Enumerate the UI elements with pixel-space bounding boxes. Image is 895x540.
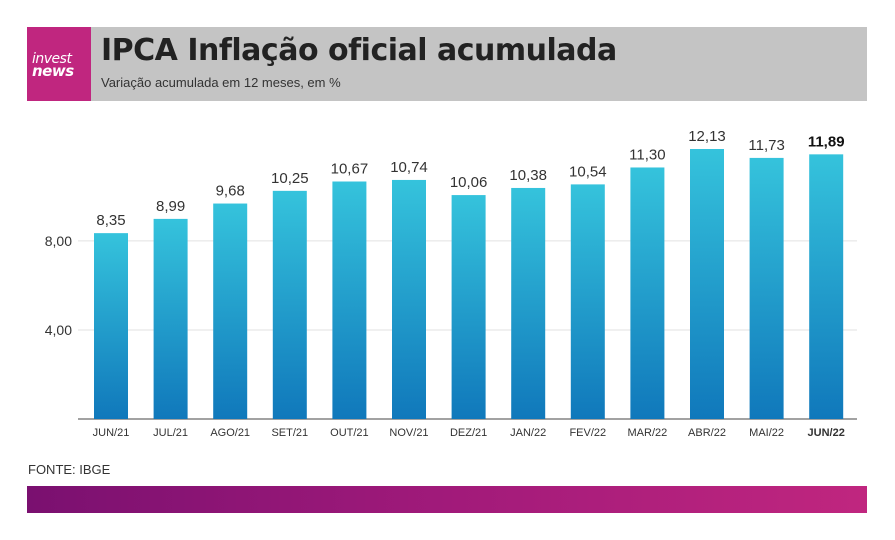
- data-label: 10,06: [450, 174, 488, 191]
- data-label: 10,54: [569, 163, 607, 180]
- bar-dez-21: [451, 195, 486, 419]
- data-label: 10,25: [271, 170, 309, 187]
- bar-jun-21: [94, 233, 128, 419]
- y-tick-label: 8,00: [45, 233, 72, 249]
- bar-fev-22: [570, 184, 605, 419]
- bar-ago-21: [213, 203, 248, 419]
- bar-mar-22: [630, 167, 665, 419]
- bar-nov-21: [392, 179, 426, 419]
- investnews-logo: invest news: [27, 27, 91, 101]
- logo-line2: news: [32, 62, 74, 80]
- x-tick-label: AGO/21: [210, 427, 250, 439]
- data-label: 11,89: [808, 133, 845, 150]
- data-label: 12,13: [688, 128, 726, 145]
- data-label: 8,99: [156, 198, 185, 215]
- data-label: 10,38: [509, 167, 547, 184]
- x-tick-label: OUT/21: [330, 427, 369, 439]
- bar-jun-22: [809, 154, 844, 419]
- x-tick-label: ABR/22: [688, 427, 726, 439]
- footer-bar: [27, 486, 867, 513]
- x-tick-label: JUN/21: [93, 427, 130, 439]
- header: invest news IPCA Inflação oficial acumul…: [27, 27, 867, 101]
- x-tick-label: JUN/22: [808, 427, 845, 439]
- data-label: 9,68: [216, 183, 245, 200]
- x-tick-label: MAI/22: [749, 427, 784, 439]
- bar-jan-22: [511, 187, 546, 419]
- bar-abr-22: [690, 149, 724, 419]
- source-note: FONTE: IBGE: [28, 462, 111, 477]
- bar-mai-22: [749, 157, 784, 419]
- data-label: 10,67: [331, 160, 369, 177]
- chart-title: IPCA Inflação oficial acumulada: [101, 33, 617, 68]
- bar-jul-21: [153, 218, 188, 419]
- logo-line1: invest: [32, 51, 72, 67]
- x-tick-label: DEZ/21: [450, 427, 487, 439]
- x-tick-label: NOV/21: [389, 427, 428, 439]
- x-tick-label: JAN/22: [510, 427, 546, 439]
- bar-set-21: [272, 190, 307, 419]
- data-label: 8,35: [96, 212, 125, 229]
- x-tick-label: MAR/22: [628, 427, 668, 439]
- y-tick-label: 4,00: [45, 322, 72, 338]
- x-tick-label: FEV/22: [569, 427, 606, 439]
- bar-out-21: [332, 181, 367, 419]
- data-label: 11,73: [748, 137, 784, 154]
- x-tick-label: JUL/21: [153, 427, 188, 439]
- data-label: 10,74: [390, 159, 428, 176]
- data-label: 11,30: [629, 146, 665, 163]
- x-tick-label: SET/21: [271, 427, 308, 439]
- chart-subtitle: Variação acumulada em 12 meses, em %: [101, 75, 341, 90]
